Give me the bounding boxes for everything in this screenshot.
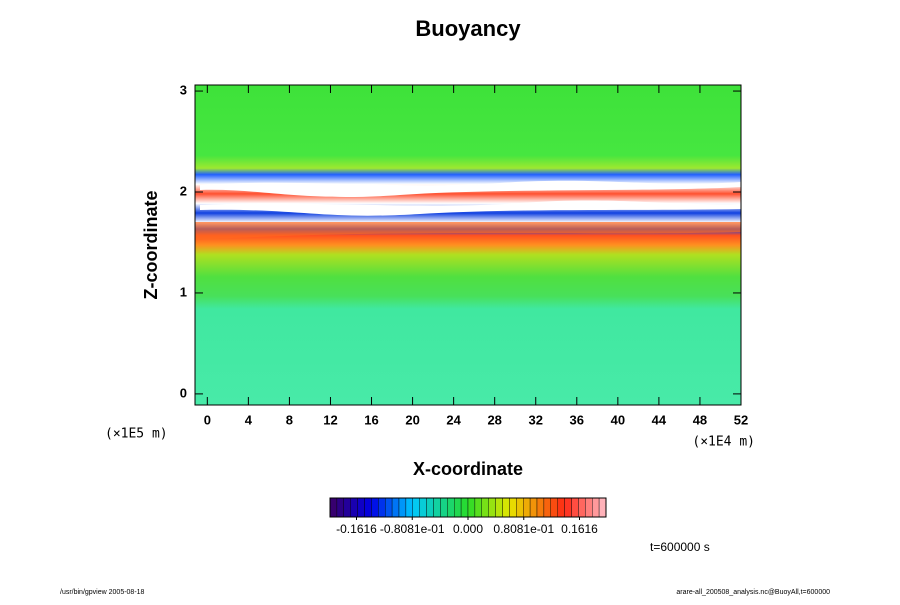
colorbar-cell <box>516 497 524 518</box>
y-unit: (×1E5 m) <box>105 427 168 442</box>
x-unit: (×1E4 m) <box>692 435 755 450</box>
colorbar-cell <box>343 497 351 518</box>
colorbar-tick-label: 0.8081e-01 <box>493 522 554 536</box>
colorbar-tick-label: 0.000 <box>453 522 483 536</box>
colorbar-cell <box>357 497 365 518</box>
colorbar-cell <box>440 497 448 518</box>
colorbar-cell <box>391 497 400 518</box>
x-tick-label: 36 <box>570 412 584 427</box>
y-tick-label: 0 <box>180 385 187 400</box>
x-tick-label: 48 <box>693 412 707 427</box>
colorbar-cell <box>564 497 572 518</box>
colorbar-cell <box>571 497 579 518</box>
field-feature <box>200 180 741 197</box>
x-tick-label: 12 <box>323 412 337 427</box>
colorbar-cell <box>536 497 545 518</box>
colorbar-tick-label: 0.1616 <box>561 522 598 536</box>
colorbar-cell <box>398 497 407 518</box>
x-axis-title: X-coordinate <box>413 459 523 479</box>
colorbar-cell <box>419 497 427 518</box>
x-tick-label: 40 <box>611 412 625 427</box>
colorbar-cell <box>488 497 496 518</box>
x-tick-label: 28 <box>487 412 501 427</box>
y-tick-label: 2 <box>180 183 187 198</box>
colorbar-cell <box>433 497 441 518</box>
x-tick-label: 4 <box>245 412 253 427</box>
colorbar-cell <box>426 497 434 518</box>
colorbar-cell <box>336 497 344 518</box>
colorbar-cell <box>467 497 476 518</box>
footer-right: arare-all_200508_analysis.nc@BuoyAll,t=6… <box>676 589 830 596</box>
y-tick-label: 3 <box>180 82 187 97</box>
colorbar-cell <box>481 497 489 518</box>
x-tick-label: 8 <box>286 412 293 427</box>
colorbar-cell <box>557 497 565 518</box>
y-tick-label: 1 <box>180 284 187 299</box>
colorbar-cell <box>385 497 393 518</box>
x-tick-label: 44 <box>652 412 667 427</box>
colorbar-cell <box>364 497 372 518</box>
x-tick-label: 32 <box>529 412 543 427</box>
chart-title: Buoyancy <box>415 16 521 41</box>
colorbar-cell <box>543 497 552 518</box>
colorbar-cell <box>598 497 607 518</box>
colorbar-cell <box>509 497 517 518</box>
colorbar-cell <box>578 497 586 518</box>
colorbar-cell <box>529 497 538 518</box>
colorbar-cell <box>350 497 358 518</box>
plot-frame <box>194 84 742 406</box>
colorbar-cell <box>447 497 455 518</box>
x-tick-label: 20 <box>405 412 419 427</box>
x-tick-label: 16 <box>364 412 378 427</box>
time-label: t=600000 s <box>650 540 710 554</box>
colorbar-cell <box>592 497 600 518</box>
colorbar-cell <box>454 497 462 518</box>
colorbar-tick-label: -0.8081e-01 <box>380 522 445 536</box>
colorbar-cell <box>405 497 413 518</box>
x-tick-label: 24 <box>446 412 461 427</box>
colorbar-cell <box>523 497 531 518</box>
colorbar-cell <box>460 497 469 518</box>
colorbar-cell <box>502 497 510 518</box>
colorbar-tick-label: -0.1616 <box>336 522 377 536</box>
x-tick-label: 0 <box>204 412 211 427</box>
field <box>195 85 741 405</box>
colorbar-cell <box>495 497 503 518</box>
field-feature <box>195 222 741 240</box>
colorbar-cell <box>474 497 482 518</box>
field-feature <box>200 200 741 216</box>
colorbar-cell <box>378 497 386 518</box>
colorbar-cell <box>585 497 593 518</box>
y-axis-title: Z-coordinate <box>141 190 161 299</box>
x-tick-label: 52 <box>734 412 748 427</box>
footer-left: /usr/bin/gpview 2005-08-18 <box>60 589 145 596</box>
colorbar-cell <box>550 497 558 518</box>
colorbar-cell <box>329 497 338 518</box>
colorbar-cell <box>371 497 379 518</box>
colorbar-cell <box>412 497 420 518</box>
